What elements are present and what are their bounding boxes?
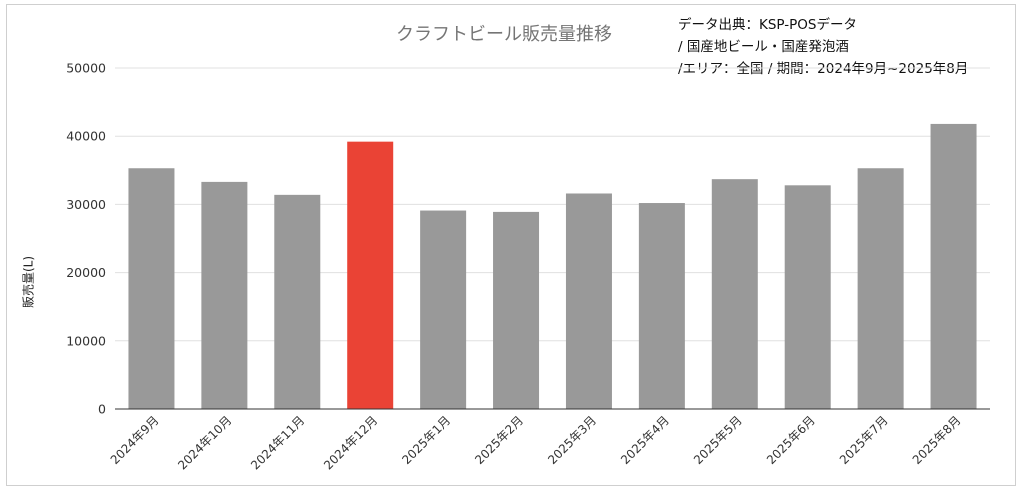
- bar: [857, 168, 904, 409]
- x-tick-label: 2025年2月: [472, 413, 526, 467]
- x-tick-label: 2025年7月: [837, 413, 891, 467]
- y-tick-label: 0: [98, 402, 106, 417]
- x-tick-label: 2025年5月: [691, 413, 745, 467]
- x-tick-label: 2024年12月: [321, 413, 380, 472]
- y-tick-label: 40000: [66, 129, 106, 144]
- x-tick-label: 2024年11月: [248, 413, 307, 472]
- x-tick-label: 2025年1月: [399, 413, 453, 467]
- y-tick-label: 10000: [66, 333, 106, 348]
- x-tick-label: 2025年8月: [910, 413, 964, 467]
- bar: [930, 123, 977, 409]
- bar: [274, 194, 321, 409]
- bar: [493, 211, 540, 409]
- bar: [565, 193, 612, 409]
- chart-title: クラフトビール販売量推移: [396, 24, 612, 45]
- bar: [784, 185, 831, 409]
- x-tick-label: 2025年4月: [618, 413, 672, 467]
- x-tick-label: 2025年6月: [764, 413, 818, 467]
- x-tick-label: 2024年9月: [108, 413, 162, 467]
- x-tick-label: 2025年3月: [545, 413, 599, 467]
- source-line: /エリア：全国 / 期間：2024年9月~2025年8月: [678, 61, 969, 77]
- bar: [128, 168, 175, 409]
- data-source-note: データ出典：KSP-POSデータ / 国産地ビール・国産発泡酒 /エリア：全国 …: [678, 14, 968, 80]
- bar: [347, 141, 394, 409]
- y-tick-label: 50000: [66, 61, 106, 76]
- bar: [638, 203, 685, 409]
- y-tick-label: 20000: [66, 265, 106, 280]
- bar: [420, 210, 467, 409]
- bar: [711, 179, 758, 409]
- bar: [201, 181, 248, 409]
- source-line: / 国産地ビール・国産発泡酒: [678, 39, 849, 55]
- y-tick-label: 30000: [66, 197, 106, 212]
- source-line: データ出典：KSP-POSデータ: [678, 17, 857, 33]
- x-tick-label: 2024年10月: [175, 413, 234, 472]
